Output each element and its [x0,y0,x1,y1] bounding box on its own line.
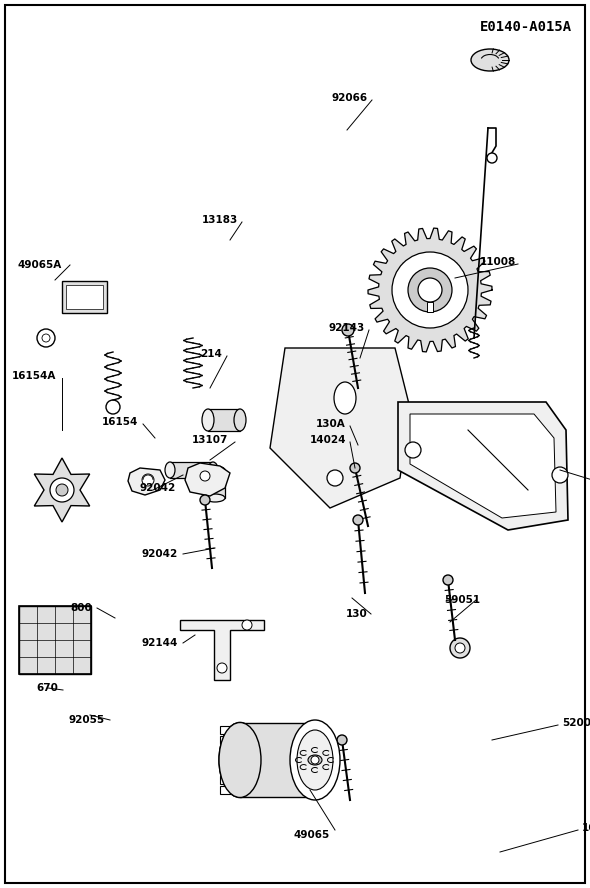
Polygon shape [128,468,165,495]
Polygon shape [208,409,240,431]
Polygon shape [220,766,242,774]
Ellipse shape [234,409,246,431]
Circle shape [455,643,465,653]
Ellipse shape [219,723,261,797]
Circle shape [487,153,497,163]
Circle shape [450,638,470,658]
Circle shape [405,442,421,458]
Circle shape [242,620,252,630]
Text: 16115: 16115 [582,823,590,833]
Ellipse shape [308,755,322,765]
Text: 49065: 49065 [294,830,330,840]
Polygon shape [398,402,568,530]
Circle shape [350,463,360,473]
Text: 670: 670 [36,683,58,693]
Ellipse shape [297,730,333,790]
Circle shape [200,495,210,505]
Polygon shape [170,462,213,478]
Polygon shape [220,746,242,754]
Text: 130: 130 [346,609,368,619]
Circle shape [552,467,568,483]
Circle shape [418,278,442,302]
Text: 130A: 130A [316,419,346,429]
Text: 13107: 13107 [192,435,228,445]
Text: 16154A: 16154A [12,371,56,381]
Circle shape [50,478,74,502]
Text: 92042: 92042 [140,483,176,493]
Circle shape [443,575,453,585]
Ellipse shape [165,462,175,478]
Text: 11008: 11008 [480,257,516,267]
Bar [19,606,91,674]
Text: 16154: 16154 [101,417,138,427]
Circle shape [142,474,154,486]
Text: E0140-A015A: E0140-A015A [480,20,572,34]
Ellipse shape [290,720,340,800]
Ellipse shape [334,382,356,414]
Polygon shape [270,348,410,508]
Text: 14024: 14024 [310,435,346,445]
Text: 92143: 92143 [329,323,365,333]
Circle shape [42,334,50,342]
Circle shape [37,329,55,347]
Circle shape [353,515,363,525]
Ellipse shape [205,494,225,502]
Bar [66,285,103,309]
Polygon shape [205,474,225,498]
Circle shape [337,735,347,745]
Text: 49065A: 49065A [18,260,62,270]
Polygon shape [185,463,230,496]
Polygon shape [220,726,242,734]
Circle shape [200,471,210,481]
Ellipse shape [471,49,509,71]
Polygon shape [240,723,315,797]
Polygon shape [180,620,264,680]
Polygon shape [410,414,556,518]
Bar [427,302,433,312]
Circle shape [342,324,354,336]
Circle shape [392,252,468,328]
Bar [19,606,91,674]
Ellipse shape [202,409,214,431]
Circle shape [56,484,68,496]
Circle shape [106,400,120,414]
Ellipse shape [208,462,218,478]
Text: 59051: 59051 [444,595,480,605]
Text: 92144: 92144 [142,638,178,648]
Circle shape [408,268,452,312]
Ellipse shape [219,723,261,797]
Text: 92055: 92055 [69,715,105,725]
Ellipse shape [205,466,225,474]
Text: 800: 800 [70,603,92,613]
Polygon shape [34,458,90,522]
Text: 92042: 92042 [142,549,178,559]
Polygon shape [220,736,242,744]
Text: 52006: 52006 [562,718,590,728]
Polygon shape [220,756,242,764]
Text: 92066: 92066 [332,93,368,103]
Text: 13183: 13183 [202,215,238,225]
Circle shape [327,470,343,486]
Circle shape [217,663,227,673]
Polygon shape [368,228,492,352]
Text: 214: 214 [200,349,222,359]
Polygon shape [220,776,242,784]
Circle shape [311,756,319,764]
Bar [62,281,107,313]
Polygon shape [220,786,242,794]
